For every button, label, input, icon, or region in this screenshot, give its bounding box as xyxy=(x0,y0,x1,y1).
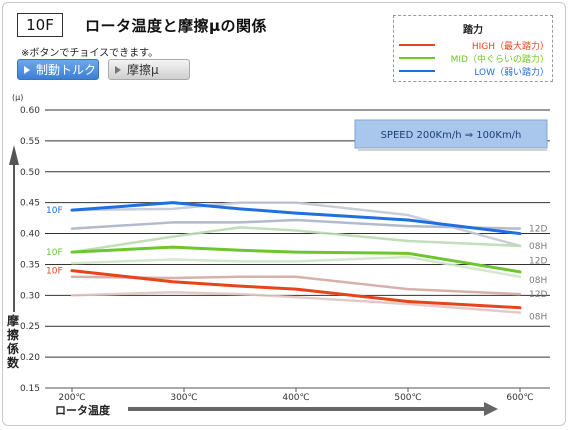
legend-label-high: HIGH（最大踏力） xyxy=(471,42,549,52)
series-line-mid-12d xyxy=(70,226,522,254)
series-line-mid-10f xyxy=(70,245,522,274)
y-axis-label-char: 擦 xyxy=(7,327,19,342)
series-label: 10F xyxy=(46,206,63,216)
speed-callout-text: SPEED 200Km/h ⇒ 100Km/h xyxy=(381,130,522,141)
series-label: 12D xyxy=(529,290,547,300)
y-tick-label: 0.60 xyxy=(20,106,40,116)
y-tick-label: 0.35 xyxy=(20,260,40,270)
series-label: 10F xyxy=(46,267,63,277)
y-tick-label: 0.45 xyxy=(20,199,40,209)
legend-swatch-low xyxy=(399,70,435,72)
y-tick-label: 0.40 xyxy=(20,230,40,240)
pedal-force-legend: 踏力 HIGH（最大踏力） MID（中ぐらいの踏力） LOW（弱い踏力） xyxy=(393,15,553,82)
friction-mu-label: 摩擦μ xyxy=(127,63,159,77)
play-icon xyxy=(24,66,30,74)
page-title: ロータ温度と摩擦μの関係 xyxy=(85,17,268,35)
x-tick-label: 200℃ xyxy=(58,393,85,403)
y-axis-arrowhead xyxy=(9,145,19,165)
y-axis-label-char: 摩 xyxy=(7,313,19,328)
series-line-high-12d xyxy=(70,275,522,296)
braking-torque-label: 制動トルク xyxy=(36,63,97,77)
series-label: 08H xyxy=(529,312,547,322)
legend-item-high: HIGH（最大踏力） xyxy=(399,39,549,52)
y-tick-label: 0.55 xyxy=(20,137,40,147)
series-label: 10F xyxy=(46,248,63,258)
series-line-high-10f xyxy=(70,269,522,310)
legend-swatch-high xyxy=(399,44,435,46)
series-line-low-12d xyxy=(70,218,522,230)
series-label: 12D xyxy=(529,225,547,235)
speed-callout-shadow xyxy=(358,148,547,151)
legend-item-low: LOW（弱い踏力） xyxy=(399,65,549,78)
series-line-mid-08h xyxy=(70,255,522,279)
y-tick-label: 0.25 xyxy=(20,322,40,332)
x-tick-label: 400℃ xyxy=(282,393,309,403)
y-tick-label: 0.20 xyxy=(20,353,40,363)
y-tick-label: 0.50 xyxy=(20,168,40,178)
y-tick-label: 0.30 xyxy=(20,291,40,301)
series-label: 08H xyxy=(529,242,547,252)
play-icon xyxy=(115,66,121,74)
y-tick-label: 0.15 xyxy=(20,384,40,394)
x-tick-label: 300℃ xyxy=(170,393,197,403)
y-axis-label-char: 係 xyxy=(7,341,19,356)
y-unit-label: (μ) xyxy=(12,93,23,102)
legend-label-low: LOW（弱い踏力） xyxy=(474,68,549,78)
series-label: 12D xyxy=(529,257,547,267)
x-axis-label: ロータ温度 xyxy=(55,403,111,417)
legend-swatch-mid xyxy=(399,57,435,59)
friction-mu-button[interactable]: 摩擦μ xyxy=(108,59,190,80)
x-tick-label: 500℃ xyxy=(394,393,421,403)
x-axis-arrowhead xyxy=(484,402,498,416)
x-tick-label: 600℃ xyxy=(506,393,533,403)
y-axis-label-char: 数 xyxy=(7,355,20,370)
legend-label-mid: MID（中ぐらいの踏力） xyxy=(450,55,549,65)
legend-title: 踏力 xyxy=(463,25,483,36)
braking-torque-button[interactable]: 制動トルク xyxy=(17,59,99,80)
series-line-low-08h xyxy=(70,201,522,248)
series-line-low-10f xyxy=(70,201,522,236)
legend-item-mid: MID（中ぐらいの踏力） xyxy=(399,52,549,65)
series-label: 08H xyxy=(529,276,547,286)
speed-callout-box xyxy=(354,119,548,149)
series-line-high-08h xyxy=(70,290,522,314)
model-badge: 10F xyxy=(17,13,63,37)
choice-note: ※ボタンでチョイスできます。 xyxy=(21,48,159,59)
